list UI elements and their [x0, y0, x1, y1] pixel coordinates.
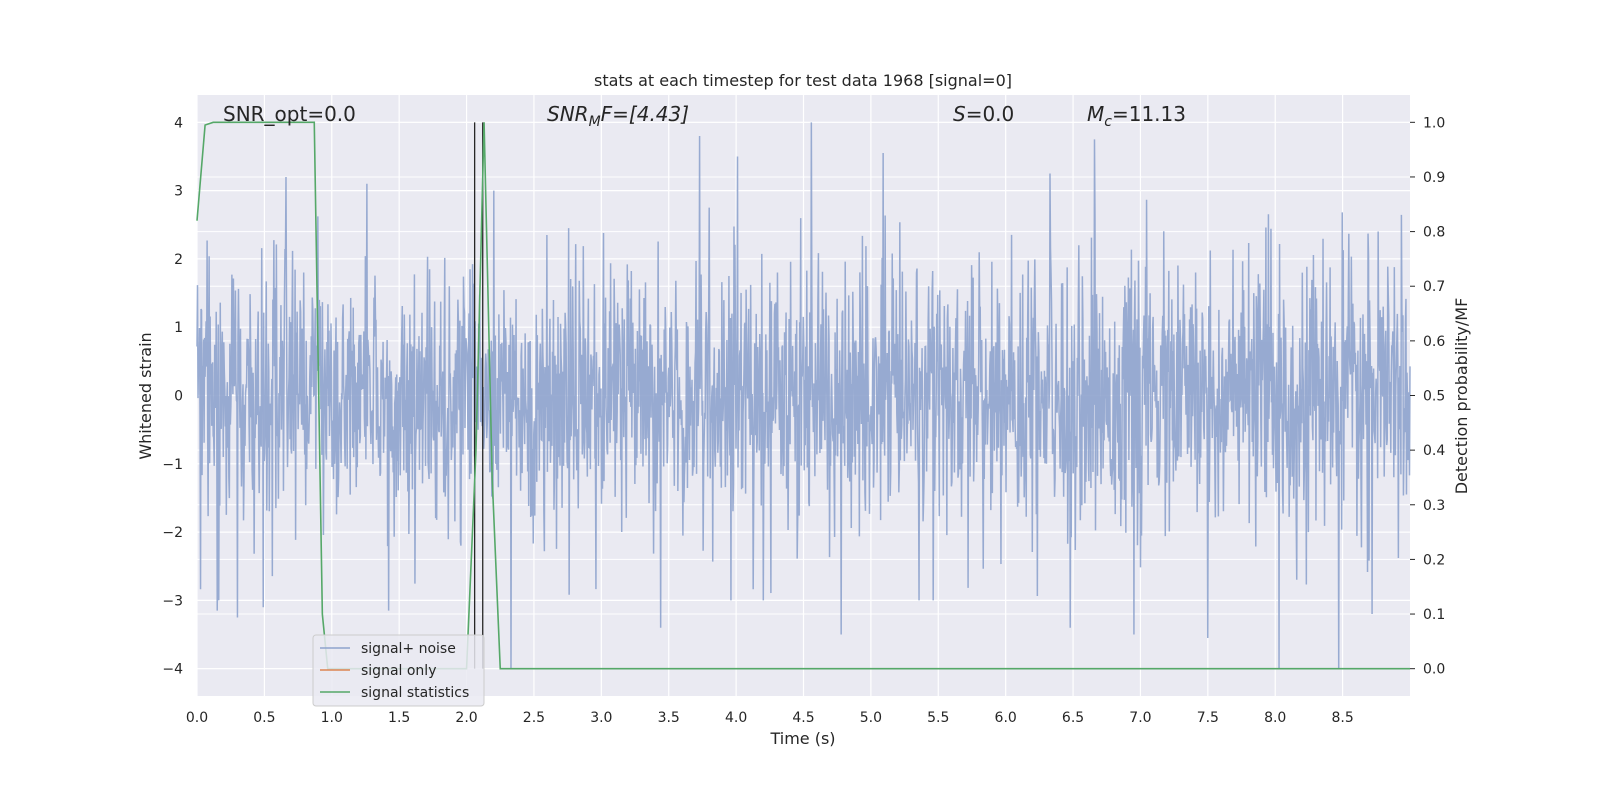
vertical-markers	[473, 122, 484, 669]
signal-plus-noise-line	[196, 122, 1411, 669]
x-tick-label: 3.0	[590, 710, 612, 726]
annotation-snr-opt: SNR_opt=0.0	[223, 102, 356, 126]
y2-tick-label: 0.6	[1423, 334, 1445, 350]
x-tick-label: 2.5	[523, 710, 545, 726]
y2-tick-label: 0.1	[1423, 607, 1445, 623]
x-tick-label: 5.0	[860, 710, 882, 726]
x-tick-label: 7.0	[1129, 710, 1151, 726]
y2-tick-label: 0.0	[1423, 662, 1445, 678]
legend: signal+ noise signal only signal statist…	[312, 634, 485, 707]
annotation-s: S=0.0	[953, 102, 1014, 126]
x-tick-label: 1.5	[388, 710, 410, 726]
y2-tick-label: 0.9	[1423, 170, 1445, 186]
y2-tick-label: 1.0	[1423, 115, 1445, 131]
x-tick-label: 7.5	[1197, 710, 1219, 726]
y-tick-label: 4	[174, 115, 183, 131]
legend-box	[312, 634, 485, 707]
y-tick-label: 0	[174, 389, 183, 405]
x-tick-label: 8.5	[1331, 710, 1353, 726]
annotation-mc: Mc=11.13	[1087, 102, 1186, 130]
y-tick-label: 2	[174, 252, 183, 268]
x-tick-label: 0.5	[253, 710, 275, 726]
y2-axis-ticks: 1.0 0.9 0.8 0.7 0.6 0.5 0.4 0.3 0.2 0.1 0.0	[1410, 115, 1445, 678]
y2-axis-title: Detection probability/MF	[1452, 298, 1471, 495]
annotation-snr-mf: SNRMF=[4.43]	[547, 102, 689, 130]
x-axis-title: Time (s)	[769, 729, 835, 748]
x-tick-label: 0.0	[186, 710, 208, 726]
x-tick-label: 6.0	[995, 710, 1017, 726]
y2-tick-label: 0.5	[1423, 389, 1445, 405]
chart-title: stats at each timestep for test data 196…	[594, 71, 1012, 90]
x-tick-label: 5.5	[927, 710, 949, 726]
y-tick-label: 3	[174, 184, 183, 200]
y-tick-label: 1	[174, 320, 183, 336]
legend-label-signal-statistics: signal statistics	[361, 685, 469, 701]
y2-tick-label: 0.8	[1423, 225, 1445, 241]
x-tick-label: 8.0	[1264, 710, 1286, 726]
y-tick-label: −4	[162, 662, 183, 678]
x-tick-label: 2.0	[455, 710, 477, 726]
y-tick-label: −1	[162, 457, 183, 473]
y-axis-title: Whitened strain	[136, 332, 155, 459]
x-tick-label: 1.0	[321, 710, 343, 726]
y-axis-ticks: 4 3 2 1 0 −1 −2 −3 −4	[162, 115, 183, 677]
legend-label-signal-plus-noise: signal+ noise	[361, 641, 456, 657]
signal-plus-noise-series	[196, 122, 1411, 669]
x-tick-label: 3.5	[658, 710, 680, 726]
x-tick-label: 4.0	[725, 710, 747, 726]
y2-tick-label: 0.4	[1423, 443, 1445, 459]
legend-label-signal-only: signal only	[361, 663, 436, 679]
x-axis-ticks: 0.0 0.5 1.0 1.5 2.0 2.5 3.0 3.5 4.0 4.5 5.0 5.5 6.0 6…	[186, 710, 1354, 726]
y2-tick-label: 0.7	[1423, 279, 1445, 295]
y-tick-label: −2	[162, 525, 183, 541]
x-tick-label: 4.5	[792, 710, 814, 726]
y2-tick-label: 0.2	[1423, 552, 1445, 568]
y-tick-label: −3	[162, 593, 183, 609]
y2-tick-label: 0.3	[1423, 498, 1445, 514]
x-tick-label: 6.5	[1062, 710, 1084, 726]
